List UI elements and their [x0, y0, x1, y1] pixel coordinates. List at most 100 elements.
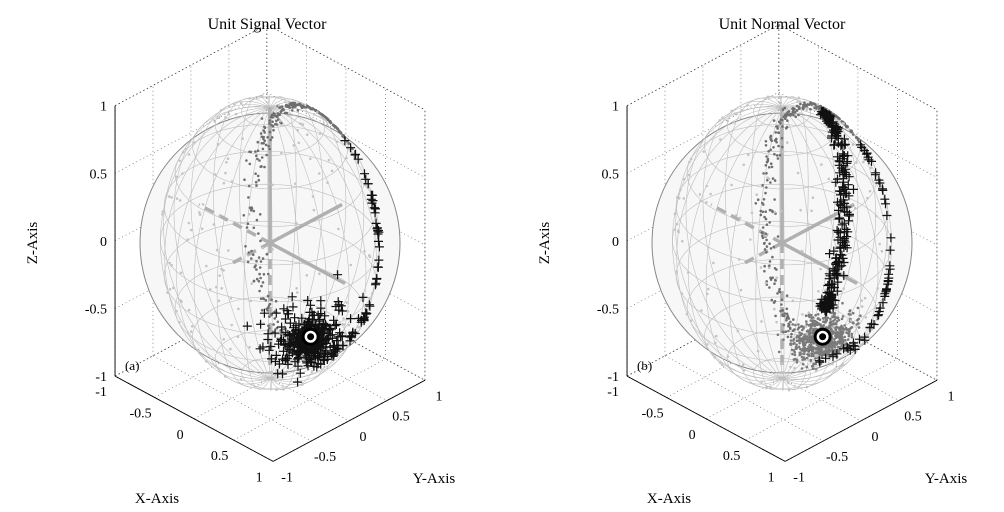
data-point [267, 144, 270, 148]
data-point-plus [371, 218, 381, 228]
points-near-side [814, 106, 896, 367]
data-point [255, 268, 258, 271]
data-point-light [789, 365, 792, 369]
data-point-plus [293, 361, 303, 371]
data-point-plus [860, 146, 869, 156]
data-point [795, 361, 799, 364]
data-point [839, 326, 843, 330]
data-point-light [705, 184, 708, 188]
data-point-plus [305, 349, 314, 359]
data-point [306, 104, 310, 108]
data-point-light [778, 101, 782, 105]
reference-marker-center [819, 333, 827, 341]
data-point-light [278, 119, 282, 123]
data-point-light [312, 113, 316, 116]
data-point [803, 103, 807, 106]
data-point-light [787, 388, 791, 392]
data-point-light [345, 301, 349, 304]
data-point-light [269, 339, 273, 343]
axes-box [626, 24, 938, 462]
data-point [833, 338, 836, 341]
data-point [246, 222, 250, 225]
data-point-plus [293, 337, 302, 347]
z-tick-label: 0.5 [90, 167, 108, 182]
data-point [847, 328, 850, 331]
data-point [291, 102, 294, 106]
data-point [805, 323, 808, 326]
data-point-light [812, 104, 815, 108]
data-point [769, 247, 773, 250]
data-point [774, 278, 777, 282]
data-point [776, 127, 779, 130]
data-point [856, 306, 860, 310]
x-tick-label: 0 [177, 428, 184, 443]
data-point [778, 153, 782, 157]
data-point-plus [276, 335, 286, 344]
data-point-plus [373, 262, 383, 272]
data-point-light [855, 161, 858, 164]
data-point-plus [878, 298, 888, 308]
data-point [276, 320, 280, 324]
data-point [765, 238, 768, 242]
data-point [856, 318, 859, 322]
data-point-plus [832, 226, 842, 235]
data-point [780, 136, 784, 140]
data-point-light [226, 157, 230, 160]
data-point [811, 102, 814, 105]
parallel [672, 183, 892, 303]
data-point [261, 147, 265, 151]
data-point [775, 268, 778, 271]
data-point-plus [296, 342, 306, 352]
data-point [799, 325, 803, 328]
data-point [252, 279, 256, 283]
data-point-light [187, 153, 191, 156]
data-point-light [168, 288, 172, 291]
data-point [776, 157, 780, 160]
data-point [245, 159, 248, 162]
parallel [214, 96, 326, 156]
data-point-light [277, 104, 281, 107]
data-point [761, 201, 764, 205]
data-point [847, 334, 851, 338]
x-tick-label: 0.5 [211, 449, 229, 464]
data-point [783, 106, 787, 110]
data-point-plus [295, 368, 305, 378]
data-point [254, 172, 257, 175]
data-point-light [170, 196, 173, 199]
data-point [802, 325, 805, 329]
data-point-light [773, 210, 777, 214]
data-point-plus [882, 211, 892, 220]
data-point-plus [828, 352, 838, 362]
data-point [764, 210, 767, 213]
data-point-light [346, 309, 350, 313]
data-point-light [312, 208, 316, 212]
data-point [826, 316, 830, 320]
data-point [761, 234, 764, 238]
data-point [252, 209, 256, 213]
data-point-light [675, 270, 678, 274]
data-point [779, 118, 783, 121]
z-axis-label: Z-Axis [537, 222, 553, 265]
data-point-light [271, 248, 274, 251]
data-point-light [318, 272, 321, 276]
data-point-plus [855, 334, 864, 344]
data-point-light [880, 250, 884, 253]
data-point-plus [875, 303, 885, 313]
grid-line [666, 316, 819, 398]
data-point-plus [849, 338, 858, 348]
data-point [829, 320, 832, 323]
axis-line [272, 379, 426, 462]
data-point [781, 309, 784, 312]
data-point [848, 309, 852, 312]
data-point [818, 346, 821, 349]
data-point [802, 352, 805, 356]
data-point-light [180, 300, 183, 304]
grid-line [114, 227, 268, 309]
data-point-light [330, 169, 334, 173]
data-point-plus [302, 358, 312, 368]
data-point [796, 328, 800, 331]
data-point-plus [279, 346, 288, 356]
data-point [802, 342, 806, 346]
data-point [337, 129, 341, 133]
parallel [753, 358, 811, 390]
